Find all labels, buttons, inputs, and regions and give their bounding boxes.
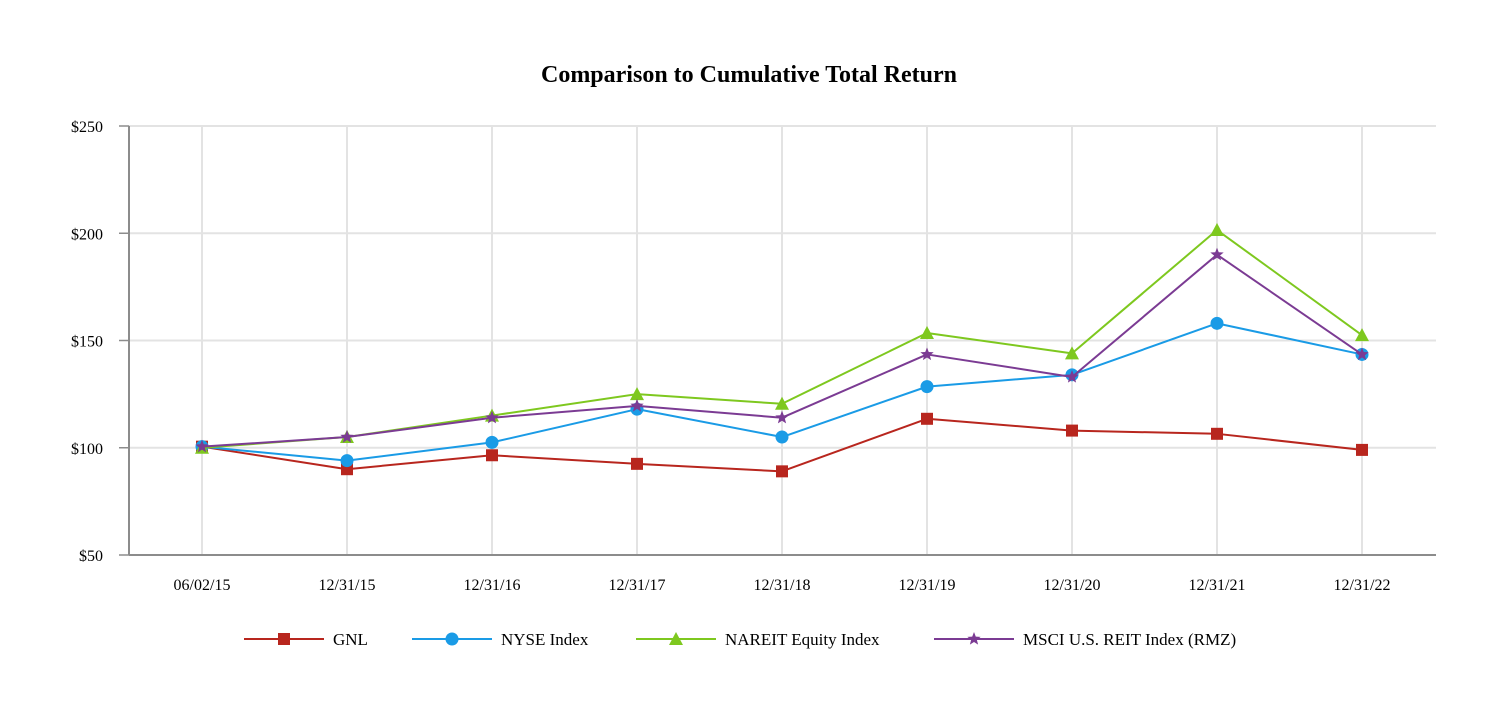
legend-marker-star xyxy=(967,632,981,645)
x-tick-label: 12/31/20 xyxy=(1044,577,1101,594)
legend-item: NYSE Index xyxy=(412,630,589,649)
data-point-star xyxy=(630,398,644,412)
series-lines xyxy=(195,223,1369,478)
x-tick-label: 06/02/15 xyxy=(174,577,231,594)
data-point-circle xyxy=(920,380,934,394)
x-tick-label: 12/31/21 xyxy=(1189,577,1246,594)
y-tick-label: $250 xyxy=(71,119,103,136)
x-tick-label: 12/31/18 xyxy=(754,577,811,594)
data-point-circle xyxy=(485,435,499,449)
axes xyxy=(119,125,1436,556)
x-tick-labels: 06/02/15 12/31/15 12/31/16 12/31/17 12/31/18… xyxy=(174,577,1391,594)
data-point-triangle xyxy=(1210,223,1224,237)
data-point-circle xyxy=(775,430,789,444)
x-tick-label: 12/31/15 xyxy=(319,577,376,594)
data-point-square xyxy=(1066,424,1078,437)
data-point-triangle xyxy=(920,325,934,339)
y-tick-labels: $50 $100 $150 $200 $250 xyxy=(71,119,103,565)
data-point-star xyxy=(1210,247,1224,261)
data-point-star xyxy=(1065,369,1079,383)
x-tick-label: 12/31/22 xyxy=(1334,577,1391,594)
grid-lines xyxy=(129,125,1436,555)
data-point-triangle xyxy=(1065,346,1079,360)
data-point-star xyxy=(485,410,499,424)
data-point-circle xyxy=(340,454,354,468)
chart-title: Comparison to Cumulative Total Return xyxy=(541,62,957,88)
data-point-star xyxy=(340,430,354,443)
data-point-square xyxy=(486,449,498,462)
legend-label: NAREIT Equity Index xyxy=(725,630,880,649)
series-msci-u-s-reit-index-rmz xyxy=(195,247,1369,453)
data-point-triangle xyxy=(1355,328,1369,342)
y-tick-label: $50 xyxy=(79,548,103,565)
legend-item: NAREIT Equity Index xyxy=(636,630,880,649)
data-point-star xyxy=(775,410,789,424)
data-point-star xyxy=(1355,347,1369,361)
legend: GNL NYSE Index NAREIT Equity Index MSCI U.S… xyxy=(244,630,1236,649)
data-point-square xyxy=(1356,443,1368,456)
data-point-triangle xyxy=(775,396,789,410)
data-point-circle xyxy=(1210,316,1224,330)
legend-marker-triangle xyxy=(669,632,683,645)
data-point-square xyxy=(631,457,643,470)
y-tick-label: $200 xyxy=(71,226,103,243)
data-point-star xyxy=(920,347,934,361)
x-tick-label: 12/31/16 xyxy=(464,577,521,594)
x-tick-label: 12/31/17 xyxy=(609,577,666,594)
legend-label: MSCI U.S. REIT Index (RMZ) xyxy=(1023,630,1236,649)
legend-label: GNL xyxy=(333,630,368,649)
y-tick-label: $100 xyxy=(71,441,103,458)
data-point-square xyxy=(921,412,933,425)
data-point-triangle xyxy=(630,387,644,401)
legend-item: GNL xyxy=(244,630,368,649)
legend-marker-square xyxy=(278,633,290,645)
legend-marker-circle xyxy=(445,632,459,646)
data-point-square xyxy=(1211,427,1223,440)
data-point-star xyxy=(195,439,209,453)
y-tick-label: $150 xyxy=(71,334,103,351)
x-tick-label: 12/31/19 xyxy=(899,577,956,594)
data-point-square xyxy=(776,465,788,478)
legend-item: MSCI U.S. REIT Index (RMZ) xyxy=(934,630,1236,649)
legend-label: NYSE Index xyxy=(501,630,589,649)
